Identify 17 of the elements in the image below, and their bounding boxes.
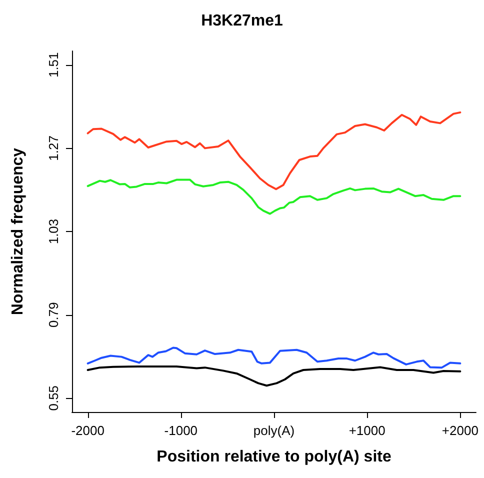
- y-tick-label: 0.79: [46, 302, 61, 328]
- line-series: [86, 366, 462, 387]
- x-tick-label: +2000: [442, 423, 478, 438]
- chart-title: H3K27me1: [201, 12, 284, 30]
- x-tick-label: poly(A): [253, 423, 295, 438]
- x-tick-label: -2000: [71, 423, 104, 438]
- y-axis-title: Normalized frequency: [10, 148, 26, 316]
- y-tick-label: 1.27: [46, 136, 61, 161]
- x-tick-label: -1000: [164, 423, 198, 438]
- x-axis-title: Position relative to poly(A) site: [156, 448, 392, 466]
- line-series: [86, 178, 462, 215]
- y-tick-label: 1.51: [46, 52, 61, 78]
- line-series: [86, 111, 462, 190]
- x-tick-label: +1000: [348, 423, 386, 438]
- y-tick-label: 1.03: [46, 218, 61, 244]
- line-series: [86, 346, 462, 369]
- y-tick-label: 0.55: [46, 385, 61, 411]
